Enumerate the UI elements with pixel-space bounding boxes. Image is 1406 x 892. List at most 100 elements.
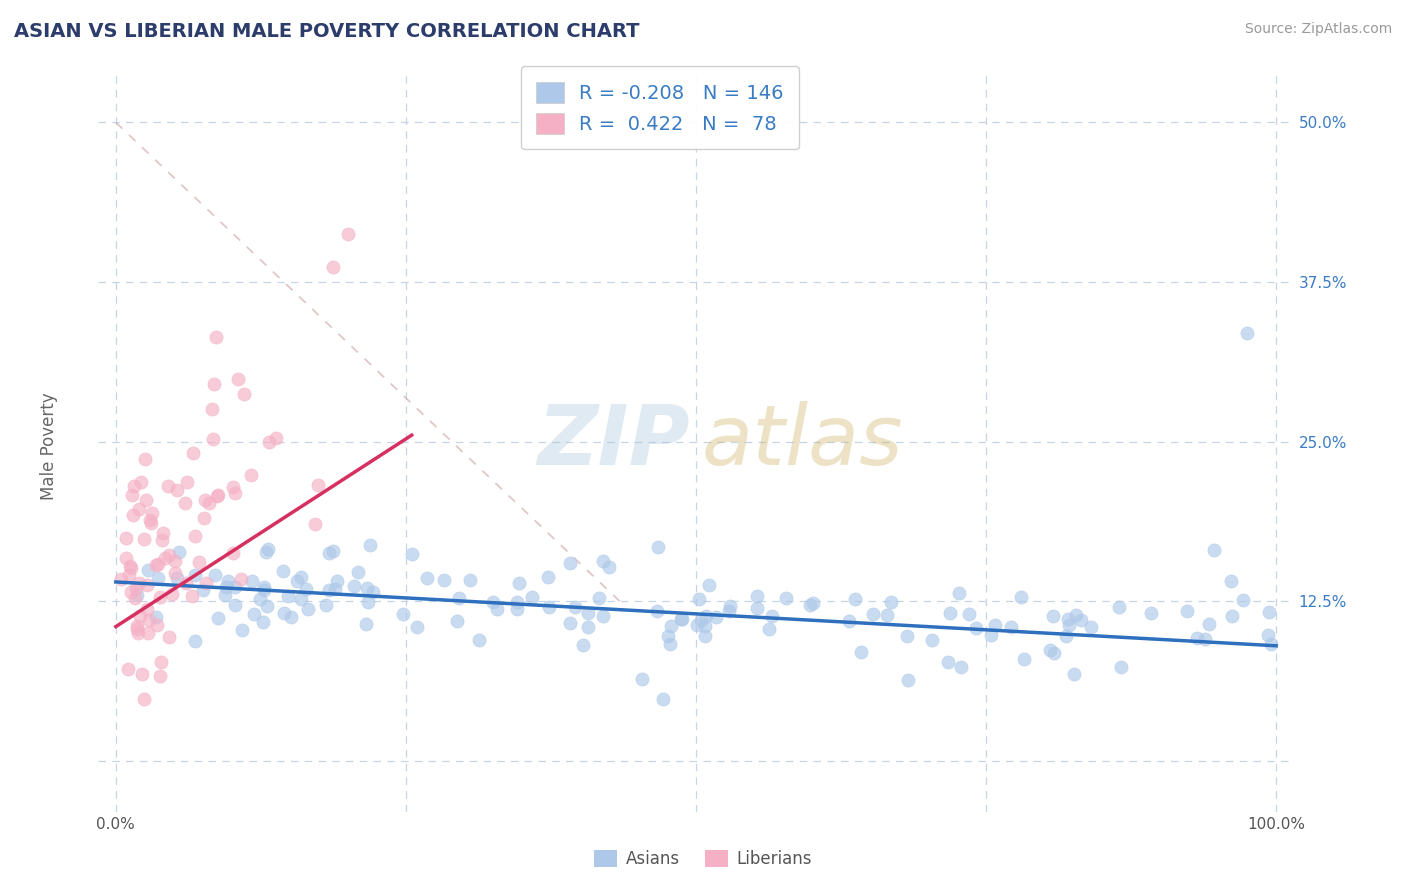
Point bbox=[657, 629, 679, 643]
Point bbox=[1064, 607, 1087, 622]
Point bbox=[592, 554, 614, 568]
Point bbox=[1000, 620, 1022, 634]
Point bbox=[121, 488, 143, 502]
Legend: Asians, Liberians: Asians, Liberians bbox=[588, 843, 818, 875]
Point bbox=[505, 602, 527, 616]
Point bbox=[207, 610, 229, 624]
Point bbox=[1232, 592, 1254, 607]
Point bbox=[980, 628, 1002, 642]
Point bbox=[880, 595, 903, 609]
Point bbox=[183, 446, 205, 460]
Point bbox=[486, 602, 509, 616]
Point bbox=[217, 574, 239, 589]
Point bbox=[761, 609, 783, 624]
Point bbox=[406, 620, 429, 634]
Point bbox=[146, 571, 169, 585]
Point bbox=[361, 585, 384, 599]
Point bbox=[297, 601, 319, 615]
Point bbox=[336, 227, 359, 241]
Point bbox=[965, 621, 987, 635]
Point bbox=[215, 580, 238, 594]
Point bbox=[537, 569, 560, 583]
Point bbox=[153, 550, 176, 565]
Point bbox=[1108, 600, 1130, 615]
Point bbox=[114, 532, 136, 546]
Text: ZIP: ZIP bbox=[537, 401, 690, 482]
Point bbox=[671, 612, 693, 626]
Point bbox=[229, 572, 252, 586]
Point bbox=[201, 401, 224, 416]
Point bbox=[173, 496, 195, 510]
Point bbox=[401, 547, 423, 561]
Point bbox=[876, 608, 898, 623]
Point bbox=[149, 669, 172, 683]
Point bbox=[169, 545, 191, 559]
Text: ASIAN VS LIBERIAN MALE POVERTY CORRELATION CHART: ASIAN VS LIBERIAN MALE POVERTY CORRELATI… bbox=[14, 22, 640, 41]
Point bbox=[1198, 616, 1220, 631]
Point bbox=[222, 480, 245, 494]
Point bbox=[125, 619, 148, 633]
Point bbox=[1219, 574, 1241, 589]
Point bbox=[433, 574, 456, 588]
Point bbox=[271, 564, 294, 578]
Point bbox=[139, 513, 162, 527]
Point bbox=[204, 377, 226, 392]
Point bbox=[145, 558, 167, 572]
Point bbox=[125, 581, 148, 595]
Point bbox=[318, 582, 340, 597]
Point bbox=[149, 655, 172, 669]
Point bbox=[588, 591, 610, 605]
Point bbox=[697, 578, 720, 592]
Point bbox=[228, 372, 250, 386]
Point bbox=[592, 609, 614, 624]
Point bbox=[1054, 629, 1077, 643]
Point bbox=[273, 606, 295, 620]
Point bbox=[131, 475, 153, 489]
Point bbox=[157, 548, 180, 562]
Point bbox=[114, 551, 136, 566]
Point bbox=[482, 595, 505, 609]
Point bbox=[205, 489, 228, 503]
Point bbox=[558, 557, 581, 571]
Point bbox=[921, 632, 943, 647]
Point bbox=[315, 598, 337, 612]
Point bbox=[572, 638, 595, 652]
Point bbox=[984, 618, 1007, 632]
Point bbox=[1111, 660, 1133, 674]
Point bbox=[1257, 628, 1279, 642]
Point bbox=[849, 645, 872, 659]
Point bbox=[520, 591, 543, 605]
Point bbox=[1010, 590, 1032, 604]
Point bbox=[252, 615, 274, 629]
Point bbox=[939, 606, 962, 620]
Point bbox=[128, 576, 150, 591]
Point bbox=[240, 468, 263, 483]
Point bbox=[1185, 631, 1208, 645]
Point bbox=[136, 578, 159, 592]
Legend: R = -0.208   N = 146, R =  0.422   N =  78: R = -0.208 N = 146, R = 0.422 N = 78 bbox=[520, 66, 800, 150]
Point bbox=[125, 588, 148, 602]
Point bbox=[254, 545, 277, 559]
Point bbox=[157, 479, 180, 493]
Point bbox=[468, 633, 491, 648]
Point bbox=[325, 582, 347, 597]
Point bbox=[718, 599, 741, 613]
Point bbox=[1042, 608, 1064, 623]
Point bbox=[558, 616, 581, 631]
Point bbox=[135, 602, 157, 616]
Point bbox=[118, 567, 141, 582]
Point bbox=[357, 595, 380, 609]
Point bbox=[1057, 617, 1080, 632]
Point bbox=[844, 592, 866, 607]
Point bbox=[322, 260, 344, 275]
Point bbox=[576, 606, 599, 620]
Point bbox=[688, 592, 710, 607]
Point bbox=[257, 434, 280, 449]
Point bbox=[134, 452, 156, 467]
Point bbox=[671, 612, 693, 626]
Point bbox=[202, 433, 225, 447]
Point bbox=[1260, 637, 1282, 651]
Text: Male Poverty: Male Poverty bbox=[41, 392, 58, 500]
Point bbox=[285, 574, 308, 589]
Point bbox=[117, 662, 139, 676]
